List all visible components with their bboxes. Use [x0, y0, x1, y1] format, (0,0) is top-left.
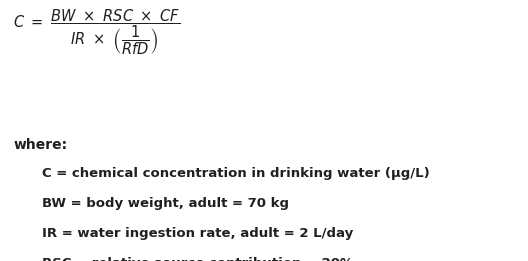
Text: C = chemical concentration in drinking water (μg/L): C = chemical concentration in drinking w…	[42, 167, 430, 180]
Text: RSC = relative source contribution = 20%: RSC = relative source contribution = 20%	[42, 257, 353, 261]
Text: $\mathbf{\mathit{C}}\ =\ \dfrac{\mathbf{\mathit{BW}}\ \times\ \mathbf{\mathit{RS: $\mathbf{\mathit{C}}\ =\ \dfrac{\mathbf{…	[13, 8, 181, 57]
Text: where:: where:	[13, 138, 68, 152]
Text: IR = water ingestion rate, adult = 2 L/day: IR = water ingestion rate, adult = 2 L/d…	[42, 227, 353, 240]
Text: BW = body weight, adult = 70 kg: BW = body weight, adult = 70 kg	[42, 197, 289, 210]
